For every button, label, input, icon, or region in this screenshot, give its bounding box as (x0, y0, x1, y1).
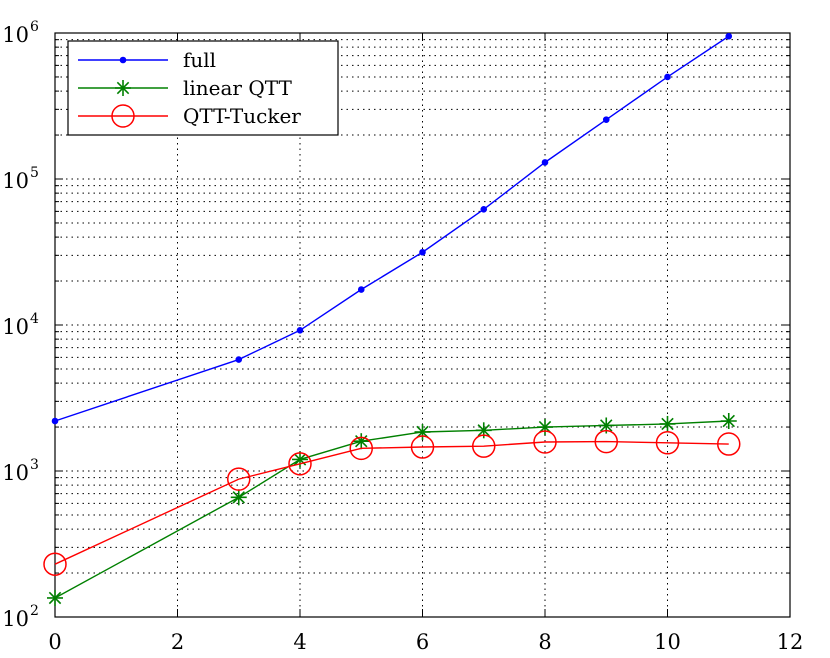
marker-star (537, 419, 553, 436)
marker-circle (111, 104, 135, 128)
marker-star-stroke (416, 425, 429, 439)
x-tick-label: 4 (293, 630, 306, 654)
marker-circle (43, 552, 67, 576)
marker-dot (602, 116, 610, 123)
marker-dot (51, 417, 59, 425)
marker-dot (664, 73, 671, 81)
series-line (54, 35, 730, 422)
marker-dot (235, 356, 243, 363)
y-tick-label: 10 (2, 315, 29, 339)
x-tick-label: 10 (654, 630, 681, 654)
y-tick-base: 10 (2, 315, 29, 339)
y-tick-label: 10 (2, 607, 29, 631)
legend-label: linear QTT (183, 76, 292, 100)
marker-star (414, 423, 431, 440)
x-tick-label: 8 (538, 630, 551, 654)
marker-star-stroke (477, 424, 490, 437)
marker-dot (725, 32, 733, 40)
y-tick-exponent: 4 (30, 311, 39, 327)
marker-dot (419, 248, 426, 256)
y-tick-exponent: 3 (30, 457, 39, 473)
marker-star-stroke (538, 420, 552, 434)
marker-circle (717, 432, 741, 456)
y-tick-label: 10 (2, 461, 29, 485)
marker-circle (655, 431, 680, 455)
legend-entry: full (78, 48, 216, 72)
marker-circle (533, 430, 557, 454)
x-tick-label: 12 (777, 630, 804, 654)
marker-star (659, 415, 676, 432)
y-tick-exponent: 5 (30, 165, 39, 181)
marker-star (47, 589, 63, 606)
marker-star (230, 489, 247, 506)
y-tick-exponent: 2 (30, 603, 39, 619)
x-tick-label: 6 (416, 630, 429, 654)
y-tick-base: 10 (2, 23, 29, 47)
marker-dot (296, 326, 304, 334)
marker-dot (541, 159, 549, 166)
y-tick-base: 10 (2, 607, 29, 631)
marker-circle (594, 429, 618, 454)
marker-star-stroke (232, 491, 245, 504)
series-line (54, 420, 729, 599)
marker-circle (227, 467, 251, 491)
legend-label: full (183, 48, 216, 72)
marker-dot (357, 286, 365, 293)
marker-circle (410, 435, 435, 459)
marker-star (353, 433, 370, 450)
marker-circle (472, 434, 496, 458)
marker-star-stroke (48, 591, 62, 605)
legend-entry: QTT-Tucker (78, 104, 301, 128)
data-series (43, 32, 741, 606)
marker-star (720, 413, 737, 430)
marker-star-stroke (722, 414, 735, 428)
y-tick-base: 10 (2, 169, 29, 193)
marker-star (115, 80, 131, 96)
y-tick-base: 10 (2, 461, 29, 485)
marker-dot (480, 206, 488, 213)
marker-circle (288, 452, 312, 476)
y-tick-label: 10 (2, 23, 29, 47)
marker-dot (119, 56, 127, 64)
legend-label: QTT-Tucker (183, 104, 301, 128)
y-tick-label: 10 (2, 169, 29, 193)
x-tick-label: 2 (171, 630, 184, 654)
marker-star-stroke (116, 81, 130, 95)
marker-star-stroke (293, 453, 307, 466)
legend-entry: linear QTT (78, 76, 292, 100)
y-tick-exponent: 6 (30, 19, 39, 35)
series-qtt-tucker (43, 429, 741, 576)
x-tick-label: 0 (48, 630, 61, 654)
legend: full linear QTT QTT-Tucker (67, 40, 339, 136)
marker-circle (349, 436, 373, 461)
marker-star-stroke (600, 419, 613, 432)
series-full (51, 32, 733, 425)
series-line (54, 440, 729, 565)
marker-star-stroke (661, 417, 674, 431)
